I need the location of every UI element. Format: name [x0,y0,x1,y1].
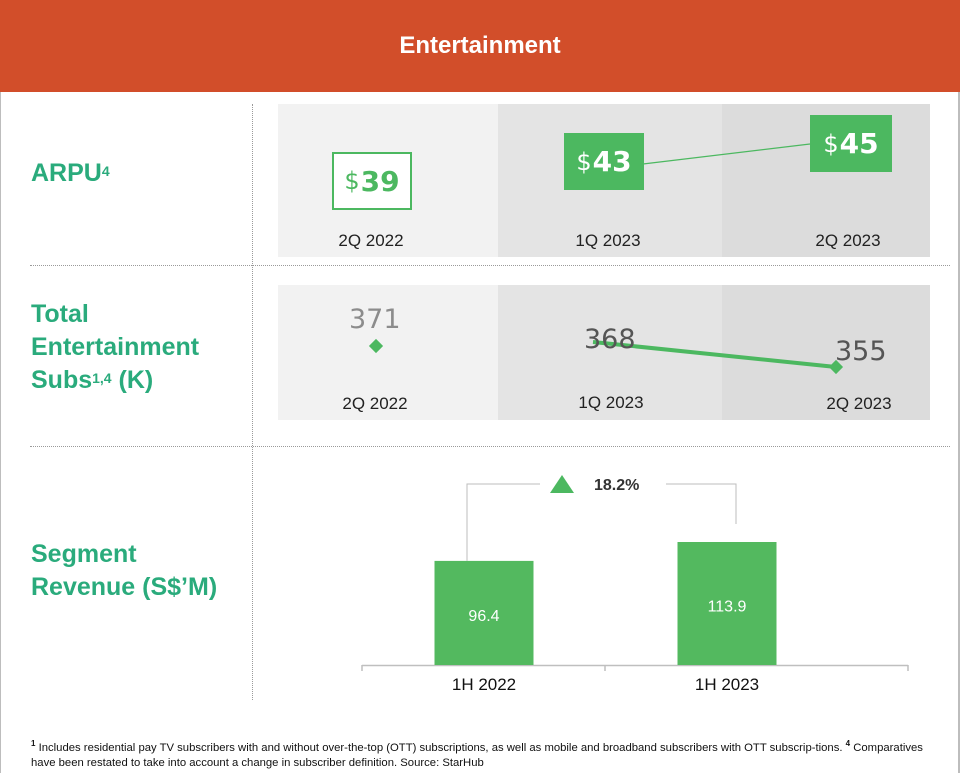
section-title: Entertainment [399,32,561,59]
revenue-growth-label: 18.2% [594,477,639,494]
revenue-category-label-1: 1H 2023 [695,675,759,694]
revenue-row-label: Segment Revenue (S$’M) [31,540,218,601]
arpu-value-1q2023: $43 [564,133,644,190]
subs-period-2q2023: 2Q 2023 [826,394,892,413]
up-arrow-icon [550,475,574,493]
subs-cell-2q2022 [278,285,498,420]
frame-left-border [0,92,1,773]
arpu-value-2q2022: $39 [332,152,412,210]
arpu-row-label: ARPU4 [31,159,110,187]
subs-value-2q2023: 355 [835,336,887,367]
revenue-bar-value-1: 113.9 [708,599,747,616]
subs-value-1q2023: 368 [584,324,636,355]
arpu-panel: $39 $43 $45 2Q 2022 1Q 2023 2Q 2023 [278,104,930,257]
subs-marker-2q2023 [828,359,844,375]
subs-marker-2q2022 [368,338,384,354]
arpu-trend-line [642,143,811,165]
arpu-trend-svg [642,143,811,165]
revenue-bar-chart: 96.4 1H 2022 113.9 1H 2023 18.2% [361,475,909,694]
arpu-period-2q2022: 2Q 2022 [338,231,404,250]
revenue-bar-0 [434,560,534,665]
frame-right-border [958,92,960,773]
subs-panel: 371 368 355 2Q 2022 1Q 2023 2Q 2023 [278,285,930,420]
revenue-bar-value-0: 96.4 [468,608,499,625]
subs-cell-2q2023 [722,285,930,420]
section-header: Entertainment [0,0,960,92]
subs-period-2q2022: 2Q 2022 [342,394,408,413]
row-divider-1 [30,265,950,266]
subs-trend-line [592,340,837,369]
revenue-bar-1 [677,542,777,665]
revenue-category-label-0: 1H 2022 [452,675,516,694]
row-divider-2 [30,446,950,447]
revenue-connector-right [666,483,737,524]
arpu-value-2q2023: $45 [810,115,892,172]
subs-trend-svg [368,338,844,375]
arpu-period-2q2023: 2Q 2023 [815,231,881,250]
revenue-connector-left [466,483,540,561]
subs-value-2q2022: 371 [349,304,401,335]
vertical-divider [252,104,253,700]
subs-period-1q2023: 1Q 2023 [578,393,644,412]
arpu-period-1q2023: 1Q 2023 [575,231,641,250]
subs-row-label: Total Entertainment Subs1,4 (K) [31,300,200,394]
footnote: 1 Includes residential pay TV subscriber… [31,739,923,769]
